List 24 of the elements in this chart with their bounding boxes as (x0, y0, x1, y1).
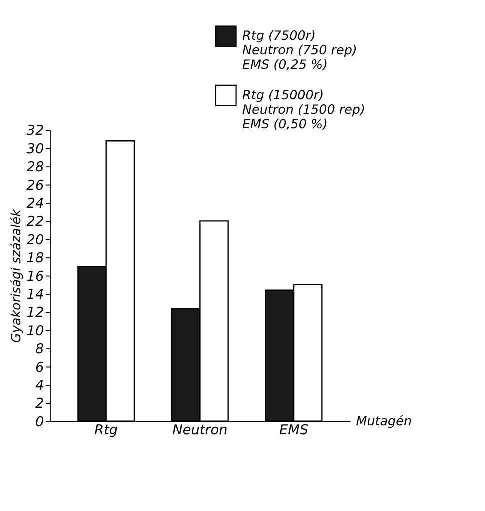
y-tick-label: 10 (26, 323, 44, 340)
y-tick-label: 16 (26, 268, 44, 285)
x-tick-label: Rtg (94, 422, 118, 439)
x-axis-title: Mutagén (356, 414, 412, 430)
y-tick-label: 0 (35, 414, 44, 430)
y-tick-label: 6 (35, 360, 44, 376)
y-tick-label: 4 (35, 378, 44, 394)
y-tick-label: 12 (26, 305, 44, 322)
y-tick-label: 30 (26, 141, 44, 158)
legend-label: Rtg (7500r) Neutron (750 rep) EMS (0,25 %) (242, 29, 358, 74)
y-tick-label: 24 (26, 196, 44, 212)
legend-label: Rtg (15000r) Neutron (1500 rep) EMS (0,50 %) (242, 88, 366, 132)
y-tick-label: 18 (26, 250, 44, 267)
x-tick-label: Neutron (172, 422, 228, 439)
y-tick-label: 20 (26, 232, 44, 248)
y-tick-label: 26 (26, 178, 44, 194)
y-axis-title: Gyakorisági százalék (9, 208, 24, 343)
y-tick-label: 2 (35, 396, 44, 412)
y-tick-label: 32 (26, 123, 44, 140)
y-tick-label: 8 (35, 342, 44, 358)
y-tick-label: 22 (26, 214, 44, 230)
x-tick-label: EMS (280, 422, 309, 439)
y-tick-label: 14 (26, 287, 44, 304)
y-tick-label: 28 (26, 160, 44, 176)
